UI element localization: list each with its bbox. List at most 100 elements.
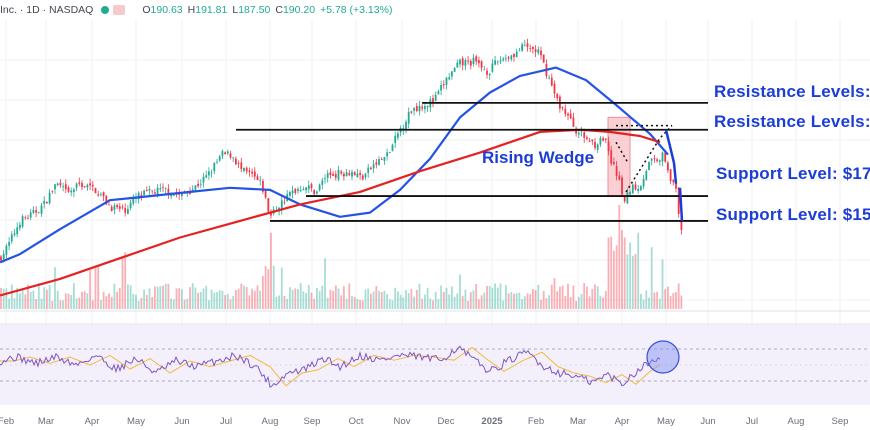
volume-bar: [378, 290, 380, 309]
candle: [100, 192, 102, 197]
volume-bar: [572, 285, 575, 309]
volume-bar: [421, 298, 424, 309]
candle: [658, 159, 661, 166]
volume-bar: [162, 285, 164, 309]
candle: [426, 105, 429, 112]
candle: [289, 190, 291, 198]
volume-bar: [418, 283, 421, 309]
volume-bar: [634, 253, 637, 309]
volume-bar: [102, 291, 105, 309]
candle: [216, 159, 218, 164]
volume-bar: [523, 296, 526, 309]
candle: [199, 179, 202, 189]
volume-bar: [505, 285, 507, 309]
volume-bar: [0, 287, 2, 309]
volume-bar: [51, 300, 54, 309]
volume-bar: [81, 291, 83, 309]
volume-bar: [291, 289, 294, 309]
volume-bar: [251, 288, 253, 309]
volume-bar: [181, 289, 183, 309]
candle: [496, 60, 499, 65]
candle: [364, 172, 367, 181]
flag-icon[interactable]: [113, 5, 126, 15]
candle: [56, 182, 59, 187]
candle: [532, 46, 534, 54]
volume-bar: [332, 291, 334, 309]
wedge-lower: [625, 125, 673, 193]
volume-bar: [397, 291, 399, 309]
volume-bar: [70, 294, 73, 309]
candle: [515, 48, 518, 58]
candle: [604, 138, 607, 143]
volume-bar: [210, 289, 213, 309]
volume-bar: [270, 232, 272, 309]
candle: [480, 60, 483, 72]
volume-bar: [73, 283, 75, 309]
volume-bar: [248, 295, 251, 309]
candle: [529, 44, 532, 53]
volume-bar: [637, 232, 640, 309]
volume-bar: [56, 290, 59, 309]
candle: [561, 106, 564, 111]
candle: [669, 168, 672, 185]
volume-bar: [613, 250, 615, 309]
candle: [129, 199, 132, 211]
volume-bar: [127, 284, 129, 309]
volume-bar: [575, 300, 577, 309]
candle: [148, 185, 151, 195]
volume-bar: [108, 293, 110, 309]
candle: [542, 54, 545, 64]
volume-bar: [472, 290, 475, 309]
x-tick-label: Feb: [0, 416, 14, 427]
volume-bar: [54, 267, 56, 309]
x-tick-label: Apr: [85, 416, 100, 427]
volume-bar: [594, 284, 596, 309]
volume-bar: [629, 242, 631, 309]
candle: [640, 185, 642, 192]
volume-bar: [321, 285, 324, 309]
candle: [167, 184, 170, 199]
arrow-line: [678, 187, 684, 222]
candle: [94, 187, 97, 194]
volume-bar: [491, 287, 494, 309]
volume-bar: [29, 291, 32, 309]
volume-bar: [653, 292, 656, 309]
candle: [307, 180, 310, 194]
candle: [251, 168, 253, 178]
candle: [194, 185, 197, 191]
candle: [318, 183, 321, 192]
x-tick-label: Mar: [570, 416, 586, 427]
candle: [54, 184, 56, 194]
volume-bar: [213, 292, 216, 309]
close-label: C: [275, 4, 283, 16]
volume-bar: [407, 293, 410, 309]
volume-bar: [137, 300, 140, 309]
candle: [445, 76, 448, 90]
volume-bar: [132, 293, 135, 309]
support-label-lower: Support Level: $15: [716, 205, 870, 224]
volume-bar: [440, 285, 442, 309]
moving-averages: [0, 66, 669, 297]
rsi-line: [0, 345, 661, 389]
candle: [572, 112, 575, 127]
volume-bar: [91, 300, 94, 309]
volume-bar: [553, 278, 556, 309]
x-tick-label: Mar: [38, 416, 54, 427]
volume-bar: [218, 289, 221, 309]
volume-bar: [631, 255, 634, 309]
candle: [16, 222, 19, 238]
volume-bar: [313, 298, 316, 309]
candle: [46, 201, 48, 204]
candle: [356, 168, 359, 178]
volume-bar: [299, 283, 302, 309]
x-tick-label: Jun: [700, 416, 715, 427]
volume-bar: [156, 286, 159, 309]
candle: [588, 137, 591, 143]
volume-bar: [27, 284, 29, 309]
candle: [24, 215, 27, 220]
candle: [140, 191, 143, 201]
low-value: 187.50: [238, 4, 271, 16]
candle: [229, 150, 232, 160]
volume-bar: [507, 293, 510, 309]
